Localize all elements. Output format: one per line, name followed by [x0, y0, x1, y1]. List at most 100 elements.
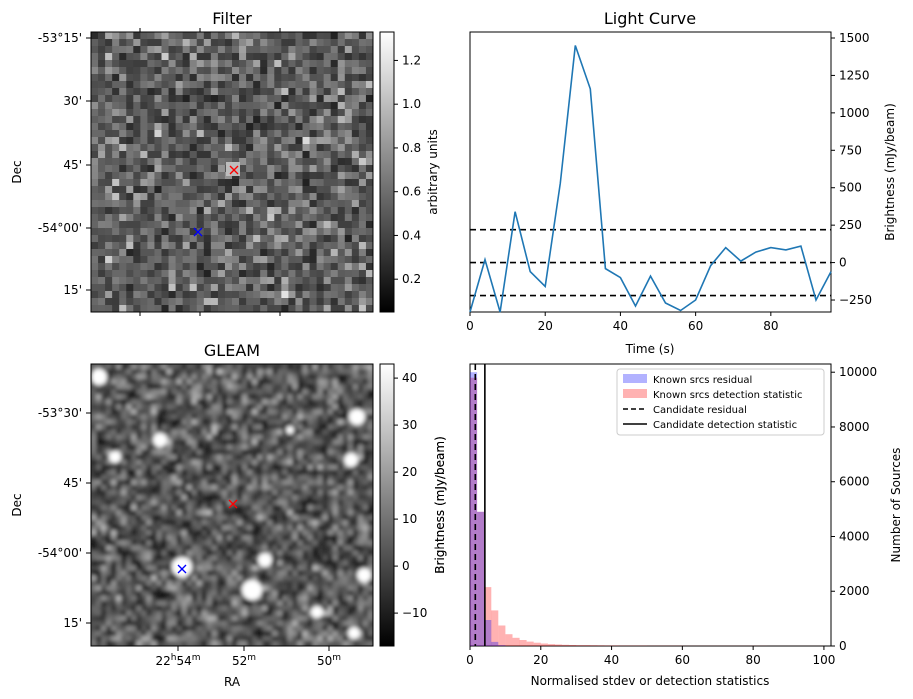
- gleam-pixel: [367, 610, 373, 617]
- gleam-pixel: [196, 605, 203, 612]
- filter-pixel: [203, 32, 212, 40]
- filter-pixel: [309, 305, 317, 313]
- gleam-pixel: [237, 635, 243, 642]
- filter-pixel: [112, 193, 120, 201]
- filter-pixel: [281, 130, 289, 138]
- gleam-pixel: [362, 459, 369, 466]
- gleam-pixel: [96, 620, 102, 627]
- gleam-pixel: [252, 454, 258, 461]
- gleam-pixel: [297, 620, 303, 627]
- gleam-pixel: [206, 615, 213, 622]
- filter-pixel: [154, 186, 162, 194]
- gleam-pixel: [232, 505, 238, 511]
- gleam-pixel: [367, 635, 373, 642]
- filter-pixel: [189, 221, 198, 229]
- gleam-pixel: [131, 515, 137, 521]
- gleam-pixel: [232, 590, 238, 597]
- gleam-pixel: [226, 494, 233, 501]
- gleam-pixel: [141, 530, 147, 536]
- filter-pixel: [232, 53, 240, 61]
- gleam-pixel: [226, 439, 233, 446]
- filter-pixel: [337, 32, 346, 40]
- gleam-pixel: [317, 459, 324, 466]
- gleam-pixel: [131, 570, 137, 576]
- filter-pixel: [196, 95, 205, 103]
- gleam-pixel: [342, 409, 349, 415]
- filter-pixel: [105, 256, 113, 264]
- filter-pixel: [281, 158, 289, 166]
- gleam-pixel: [317, 444, 324, 451]
- filter-pixel: [330, 284, 339, 292]
- filter-pixel: [253, 228, 261, 236]
- filter-pixel: [351, 284, 360, 292]
- filter-pixel: [217, 102, 226, 110]
- filter-pixel: [309, 270, 317, 278]
- histogram-bar-detection: [597, 645, 605, 646]
- filter-pixel: [365, 144, 374, 152]
- gleam-pixel: [101, 364, 107, 370]
- gleam-pixel: [156, 630, 162, 637]
- gleam-pixel: [327, 474, 334, 481]
- filter-pixel: [246, 249, 254, 257]
- gleam-pixel: [297, 625, 303, 632]
- gleam-pixel: [146, 555, 152, 561]
- gleam-pixel: [171, 479, 178, 486]
- gleam-pixel: [312, 515, 319, 521]
- gleam-pixel: [206, 600, 213, 607]
- gleam-pixel: [292, 525, 298, 531]
- gleam-pixel: [106, 454, 112, 461]
- gleam-pixel: [317, 625, 324, 632]
- gleam-pixel: [327, 595, 334, 602]
- gleam-pixel: [211, 635, 218, 642]
- gleam-pixel: [141, 505, 147, 511]
- gleam-pixel: [206, 505, 213, 511]
- gleam-pixel: [166, 374, 173, 380]
- gleam-pixel: [342, 394, 349, 400]
- gleam-pixel: [352, 424, 359, 430]
- gleam-pixel: [282, 560, 288, 566]
- gleam-pixel: [277, 404, 283, 410]
- filter-pixel: [196, 249, 205, 257]
- gleam-pixel: [367, 540, 373, 546]
- filter-pixel: [161, 137, 169, 145]
- filter-pixel: [210, 109, 219, 117]
- gleam-pixel: [211, 494, 218, 501]
- gleam-pixel: [257, 510, 263, 516]
- gleam-pixel: [116, 409, 122, 415]
- gleam-pixel: [327, 424, 334, 430]
- gleam-pixel: [247, 454, 253, 461]
- gleam-pixel: [226, 419, 233, 425]
- gleam-pixel: [242, 444, 248, 451]
- histogram-left-ylabel: Brightness (mJy/beam): [433, 436, 447, 574]
- gleam-pixel: [126, 454, 132, 461]
- filter-pixel: [309, 228, 317, 236]
- gleam-pixel: [237, 479, 243, 486]
- filter-pixel: [232, 193, 240, 201]
- gleam-pixel: [116, 489, 122, 496]
- gleam-pixel: [171, 484, 178, 491]
- gleam-pixel: [91, 575, 97, 582]
- gleam-pixel: [91, 515, 97, 521]
- gleam-pixel: [166, 484, 173, 491]
- gleam-pixel: [146, 575, 152, 582]
- gleam-pixel: [216, 515, 223, 521]
- filter-pixel: [161, 60, 169, 68]
- filter-pixel: [253, 39, 261, 47]
- gleam-pixel: [237, 555, 243, 561]
- filter-pixel: [281, 67, 289, 75]
- gleam-pixel: [302, 439, 309, 446]
- gleam-pixel: [262, 540, 268, 546]
- gleam-title: GLEAM: [204, 341, 260, 360]
- gleam-pixel: [186, 419, 193, 425]
- filter-pixel: [365, 46, 374, 54]
- gleam-pixel: [146, 565, 152, 571]
- gleam-pixel: [352, 545, 359, 551]
- filter-pixel: [196, 291, 205, 299]
- gleam-pixel: [226, 404, 233, 410]
- gleam-pixel: [226, 625, 233, 632]
- gleam-pixel: [211, 424, 218, 430]
- filter-pixel: [161, 144, 169, 152]
- gleam-pixel: [317, 505, 324, 511]
- filter-pixel: [210, 221, 219, 229]
- filter-pixel: [203, 193, 212, 201]
